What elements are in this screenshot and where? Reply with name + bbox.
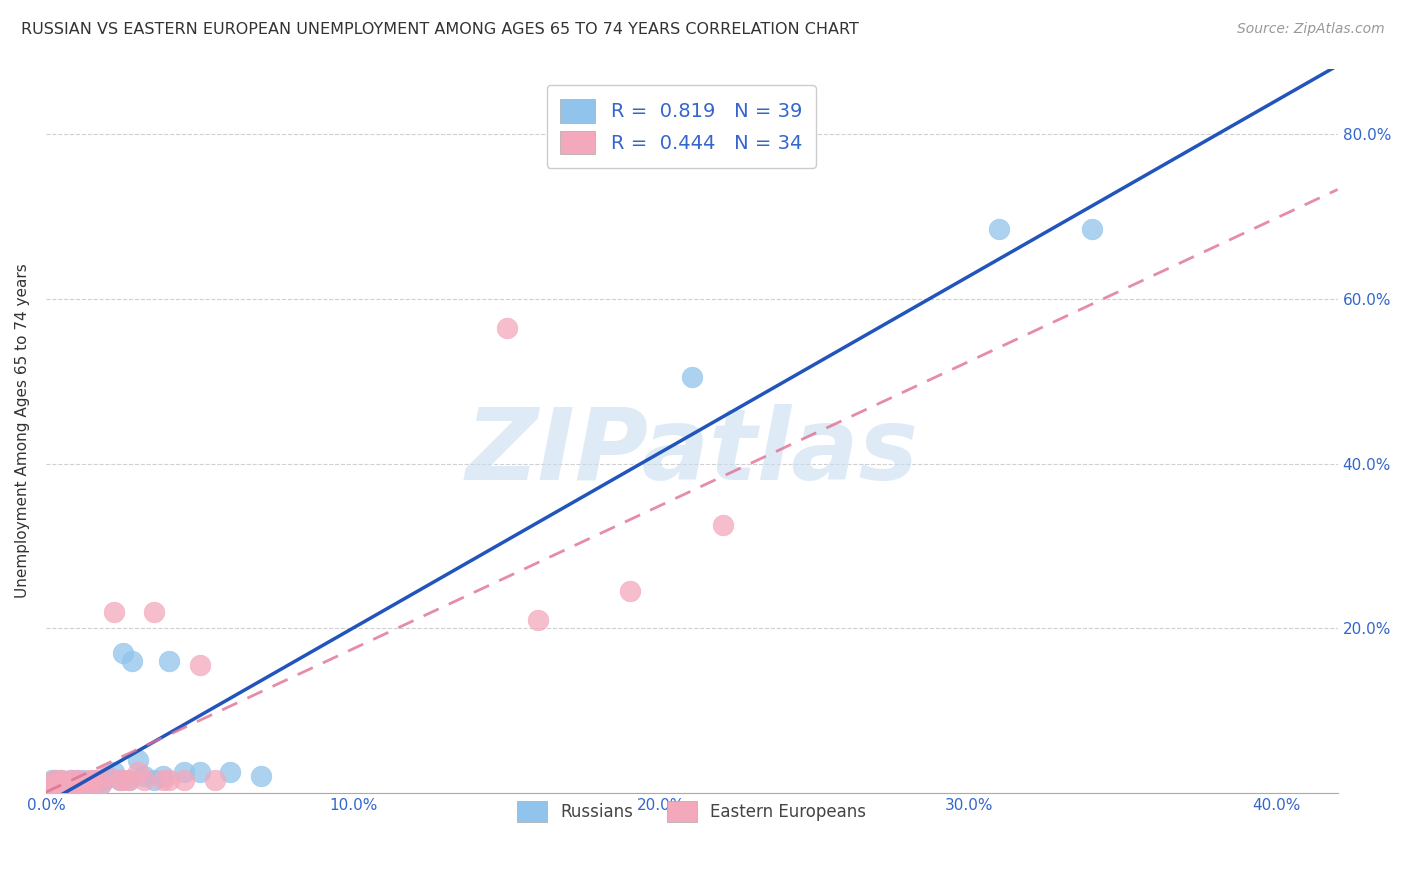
Y-axis label: Unemployment Among Ages 65 to 74 years: Unemployment Among Ages 65 to 74 years bbox=[15, 263, 30, 598]
Point bbox=[118, 773, 141, 788]
Point bbox=[681, 370, 703, 384]
Point bbox=[51, 773, 73, 788]
Point bbox=[1080, 222, 1102, 236]
Point bbox=[53, 777, 76, 791]
Point bbox=[51, 773, 73, 788]
Point bbox=[619, 584, 641, 599]
Point bbox=[72, 773, 94, 788]
Legend: Russians, Eastern Europeans: Russians, Eastern Europeans bbox=[503, 788, 880, 835]
Point bbox=[84, 773, 107, 788]
Point bbox=[82, 773, 104, 788]
Point bbox=[44, 773, 66, 788]
Point bbox=[111, 773, 134, 788]
Point bbox=[93, 773, 115, 788]
Point bbox=[108, 773, 131, 788]
Point bbox=[157, 773, 180, 788]
Point bbox=[134, 773, 156, 788]
Point bbox=[173, 765, 195, 780]
Point bbox=[988, 222, 1011, 236]
Point bbox=[188, 765, 211, 780]
Point bbox=[38, 777, 60, 791]
Point bbox=[44, 777, 66, 791]
Text: Source: ZipAtlas.com: Source: ZipAtlas.com bbox=[1237, 22, 1385, 37]
Point bbox=[111, 646, 134, 660]
Point bbox=[108, 773, 131, 788]
Point bbox=[87, 773, 110, 788]
Point bbox=[69, 777, 91, 791]
Point bbox=[157, 654, 180, 668]
Text: ZIPatlas: ZIPatlas bbox=[465, 404, 918, 500]
Text: RUSSIAN VS EASTERN EUROPEAN UNEMPLOYMENT AMONG AGES 65 TO 74 YEARS CORRELATION C: RUSSIAN VS EASTERN EUROPEAN UNEMPLOYMENT… bbox=[21, 22, 859, 37]
Point bbox=[188, 658, 211, 673]
Point bbox=[90, 777, 112, 791]
Point bbox=[127, 765, 149, 780]
Point bbox=[103, 605, 125, 619]
Point bbox=[134, 769, 156, 783]
Point bbox=[38, 777, 60, 791]
Point bbox=[90, 777, 112, 791]
Point bbox=[127, 753, 149, 767]
Point bbox=[250, 769, 273, 783]
Point bbox=[59, 773, 82, 788]
Point bbox=[142, 773, 165, 788]
Point bbox=[496, 320, 519, 334]
Point bbox=[62, 777, 84, 791]
Point bbox=[118, 773, 141, 788]
Point bbox=[66, 773, 89, 788]
Point bbox=[62, 777, 84, 791]
Point bbox=[41, 777, 63, 791]
Point bbox=[72, 777, 94, 791]
Point bbox=[41, 773, 63, 788]
Point bbox=[75, 777, 97, 791]
Point bbox=[121, 654, 143, 668]
Point bbox=[152, 773, 174, 788]
Point bbox=[204, 773, 226, 788]
Point bbox=[142, 605, 165, 619]
Point bbox=[46, 777, 69, 791]
Point bbox=[527, 613, 550, 627]
Point bbox=[56, 777, 79, 791]
Point bbox=[66, 773, 89, 788]
Point bbox=[96, 769, 118, 783]
Point bbox=[51, 777, 73, 791]
Point bbox=[152, 769, 174, 783]
Point bbox=[103, 765, 125, 780]
Point bbox=[219, 765, 242, 780]
Point bbox=[53, 777, 76, 791]
Point bbox=[84, 777, 107, 791]
Point bbox=[46, 777, 69, 791]
Point bbox=[51, 777, 73, 791]
Point bbox=[96, 769, 118, 783]
Point bbox=[711, 518, 734, 533]
Point bbox=[44, 773, 66, 788]
Point bbox=[69, 777, 91, 791]
Point bbox=[56, 777, 79, 791]
Point bbox=[77, 773, 100, 788]
Point bbox=[173, 773, 195, 788]
Point bbox=[59, 773, 82, 788]
Point bbox=[41, 777, 63, 791]
Point bbox=[82, 777, 104, 791]
